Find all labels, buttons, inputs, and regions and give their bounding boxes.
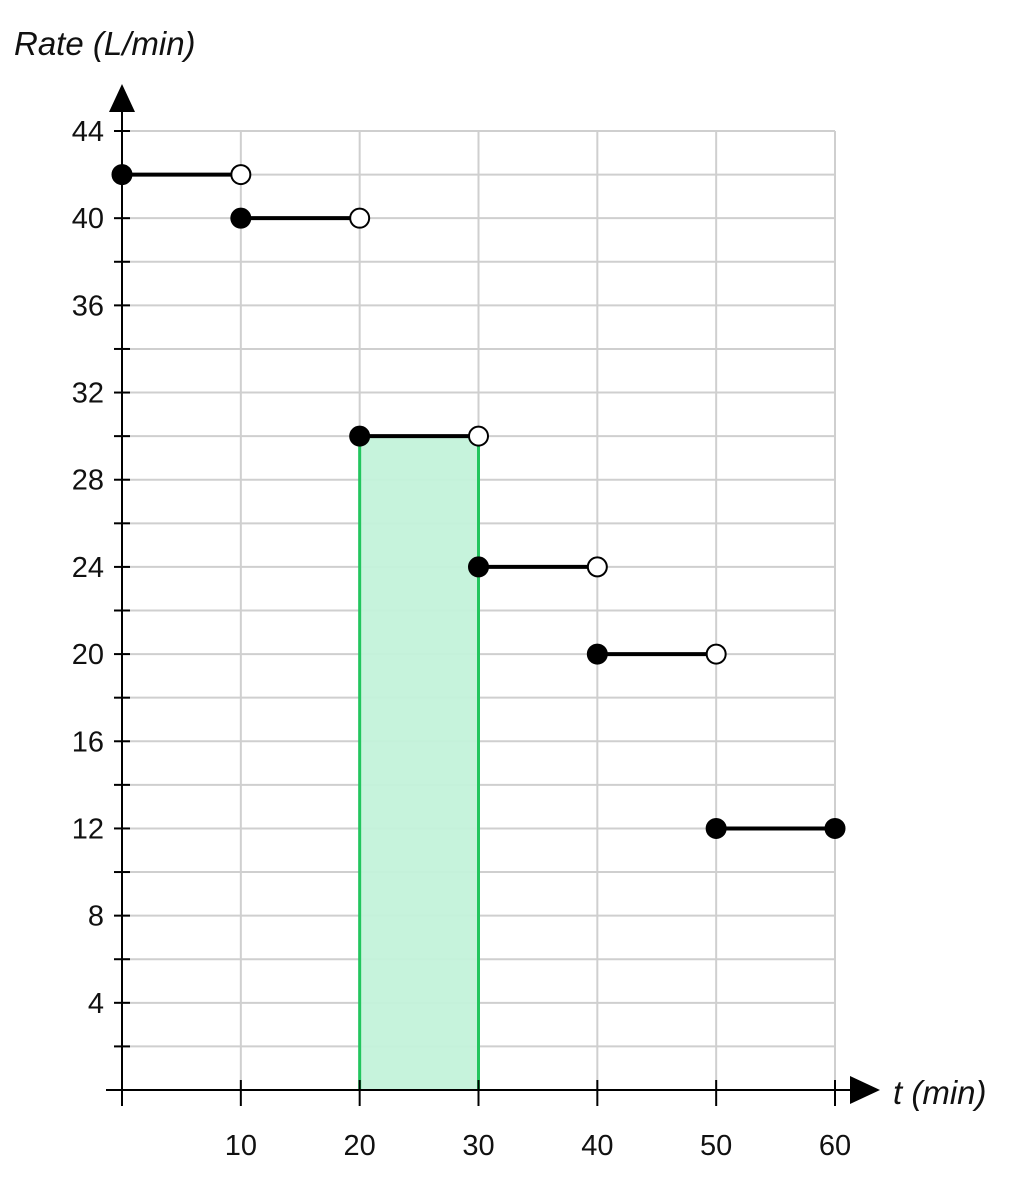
x-axis-label: t (min) <box>893 1074 987 1111</box>
shaded-area <box>359 436 479 1090</box>
x-tick-label: 30 <box>462 1130 494 1162</box>
closed-endpoint <box>586 643 608 665</box>
y-axis-arrow <box>109 84 135 112</box>
y-tick-label: 20 <box>72 639 104 671</box>
shaded-region-group <box>358 436 480 1090</box>
x-tick-label: 10 <box>225 1130 257 1162</box>
closed-endpoint <box>705 817 727 839</box>
closed-endpoint <box>349 425 371 447</box>
closed-endpoint <box>824 817 846 839</box>
y-tick-label: 24 <box>72 552 104 584</box>
x-tick-label: 40 <box>581 1130 613 1162</box>
y-tick-label: 28 <box>72 465 104 497</box>
y-tick-label: 12 <box>72 813 104 845</box>
x-tick-label: 50 <box>700 1130 732 1162</box>
closed-endpoint <box>230 207 252 229</box>
open-endpoint <box>349 207 371 229</box>
y-tick-label: 36 <box>72 290 104 322</box>
y-tick-label: 16 <box>72 726 104 758</box>
closed-endpoint <box>468 556 489 578</box>
tick-labels: 4 8 12 16 20 24 28 32 36 40 44 10 20 30 40 50 60 <box>72 116 851 1162</box>
step-segments <box>111 164 846 839</box>
closed-endpoint <box>111 164 133 186</box>
y-tick-label: 40 <box>72 203 104 235</box>
y-axis-label: Rate (L/min) <box>14 25 196 62</box>
x-tick-label: 60 <box>819 1130 851 1162</box>
y-tick-label: 32 <box>72 378 104 410</box>
open-endpoint <box>586 556 608 578</box>
y-tick-label: 44 <box>72 116 104 148</box>
open-endpoint <box>705 643 727 665</box>
x-tick-label: 20 <box>344 1130 376 1162</box>
axes <box>106 84 880 1106</box>
y-tick-label: 4 <box>88 988 104 1020</box>
x-axis-arrow <box>850 1076 880 1104</box>
open-endpoint <box>468 425 489 447</box>
open-endpoint <box>230 164 252 186</box>
y-tick-label: 8 <box>88 901 104 933</box>
